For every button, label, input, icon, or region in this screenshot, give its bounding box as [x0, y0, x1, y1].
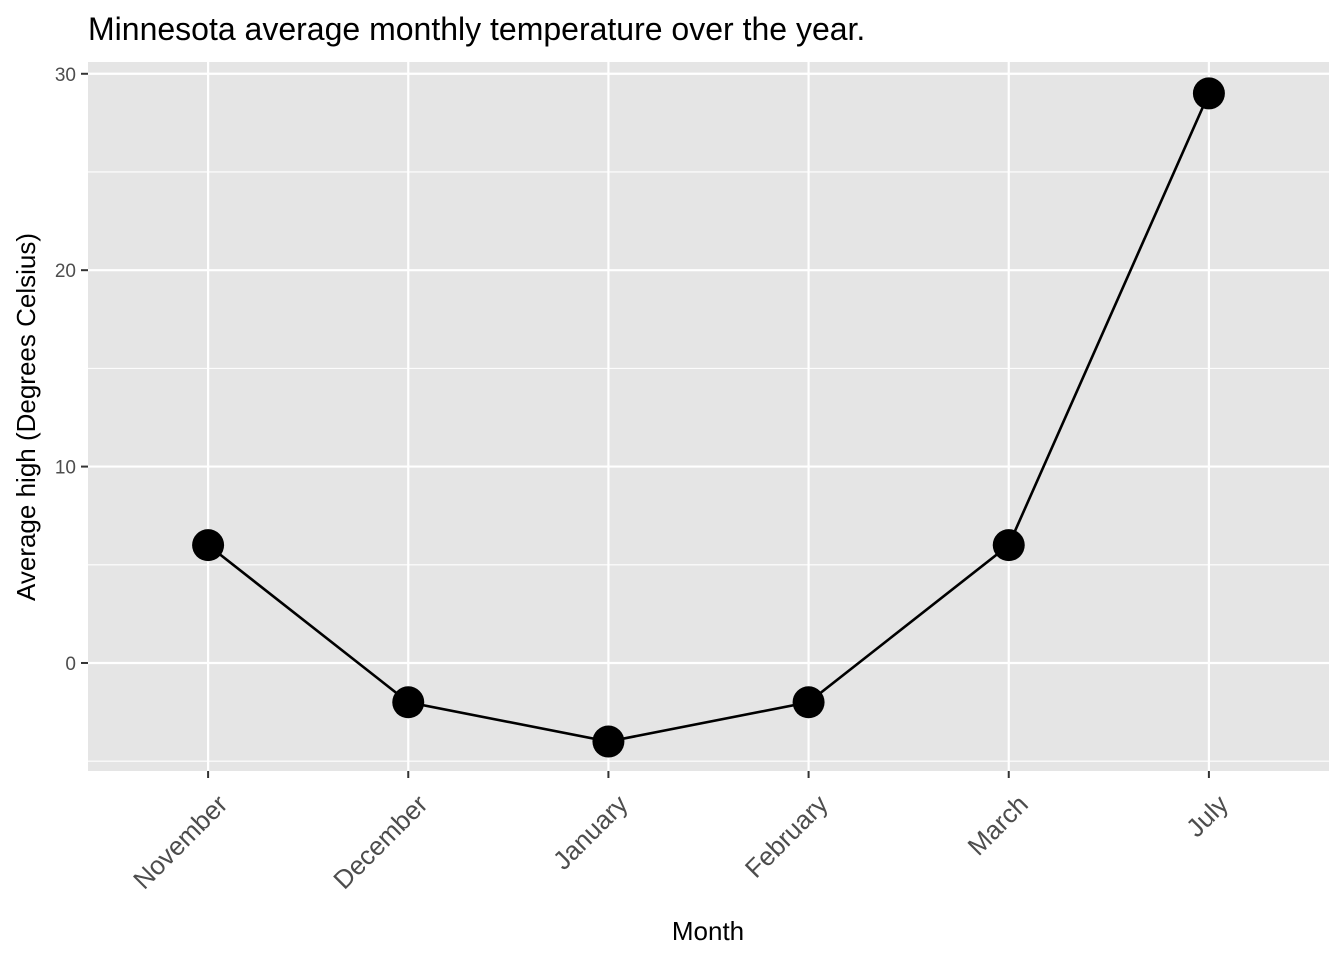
data-point	[392, 686, 425, 719]
x-axis-title: Month	[672, 916, 744, 946]
series-line	[207, 92, 1211, 743]
x-axis: November December January February March July	[127, 771, 1234, 895]
data-point	[1192, 77, 1225, 110]
series-line-group	[207, 92, 1211, 743]
data-point	[192, 529, 225, 562]
x-tick-label: December	[327, 789, 433, 895]
y-tick-label: 30	[55, 65, 76, 86]
x-tick-label: January	[547, 789, 634, 876]
series-points-group	[192, 77, 1225, 758]
data-point	[792, 686, 825, 719]
y-tick-label: 20	[55, 261, 76, 282]
plot-panel	[88, 62, 1329, 771]
x-tick-label: February	[739, 789, 834, 884]
x-tick-label: July	[1180, 789, 1234, 843]
y-axis: 0 10 20 30	[55, 65, 88, 675]
y-tick-label: 0	[65, 654, 76, 675]
y-tick-label: 10	[55, 458, 76, 479]
data-point	[992, 529, 1025, 562]
chart-title: Minnesota average monthly temperature ov…	[88, 11, 865, 47]
y-axis-title: Average high (Degrees Celsius)	[11, 233, 41, 601]
grid-major	[88, 62, 1329, 771]
grid-minor	[88, 171, 1329, 762]
x-tick-label: November	[127, 789, 233, 895]
x-tick-label: March	[962, 789, 1034, 861]
data-point	[592, 725, 625, 758]
